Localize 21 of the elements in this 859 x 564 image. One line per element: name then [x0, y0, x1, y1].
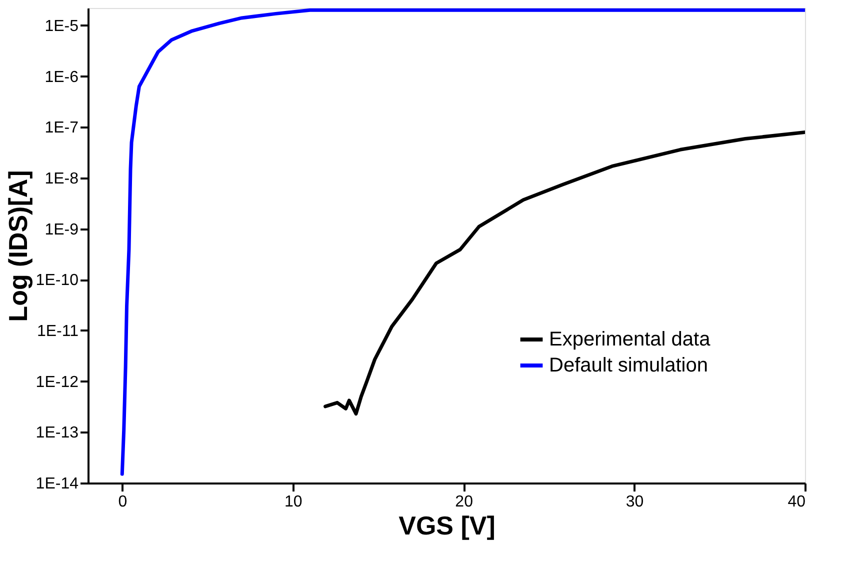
legend-label: Experimental data [549, 328, 712, 350]
y-tick-label: 1E-14 [36, 476, 79, 492]
x-tick-label: 10 [284, 494, 302, 510]
y-tick-label: 1E-13 [36, 424, 79, 442]
y-tick-label: 1E-9 [44, 221, 79, 238]
y-tick-label: 1E-5 [44, 18, 79, 35]
x-tick-label: 20 [455, 494, 474, 510]
x-tick-label: 40 [788, 494, 806, 510]
y-axis-title: Log (IDS)[A] [2, 170, 33, 322]
legend-label: Default simulation [549, 354, 708, 376]
line-series [120, 8, 805, 476]
y-tick-label: 1E-12 [36, 374, 79, 391]
y-tick-label: 1E-7 [44, 120, 79, 137]
y-tick-label: 1E-8 [44, 170, 79, 188]
y-tick-label: 1E-6 [44, 68, 79, 86]
x-axis-title: VGS [V] [398, 510, 496, 540]
x-tick-label: 0 [118, 494, 128, 510]
line-series [324, 130, 805, 416]
x-tick-label: 30 [626, 494, 644, 510]
y-tick-label: 1E-11 [36, 322, 79, 340]
y-tick-label: 1E-10 [36, 272, 79, 290]
